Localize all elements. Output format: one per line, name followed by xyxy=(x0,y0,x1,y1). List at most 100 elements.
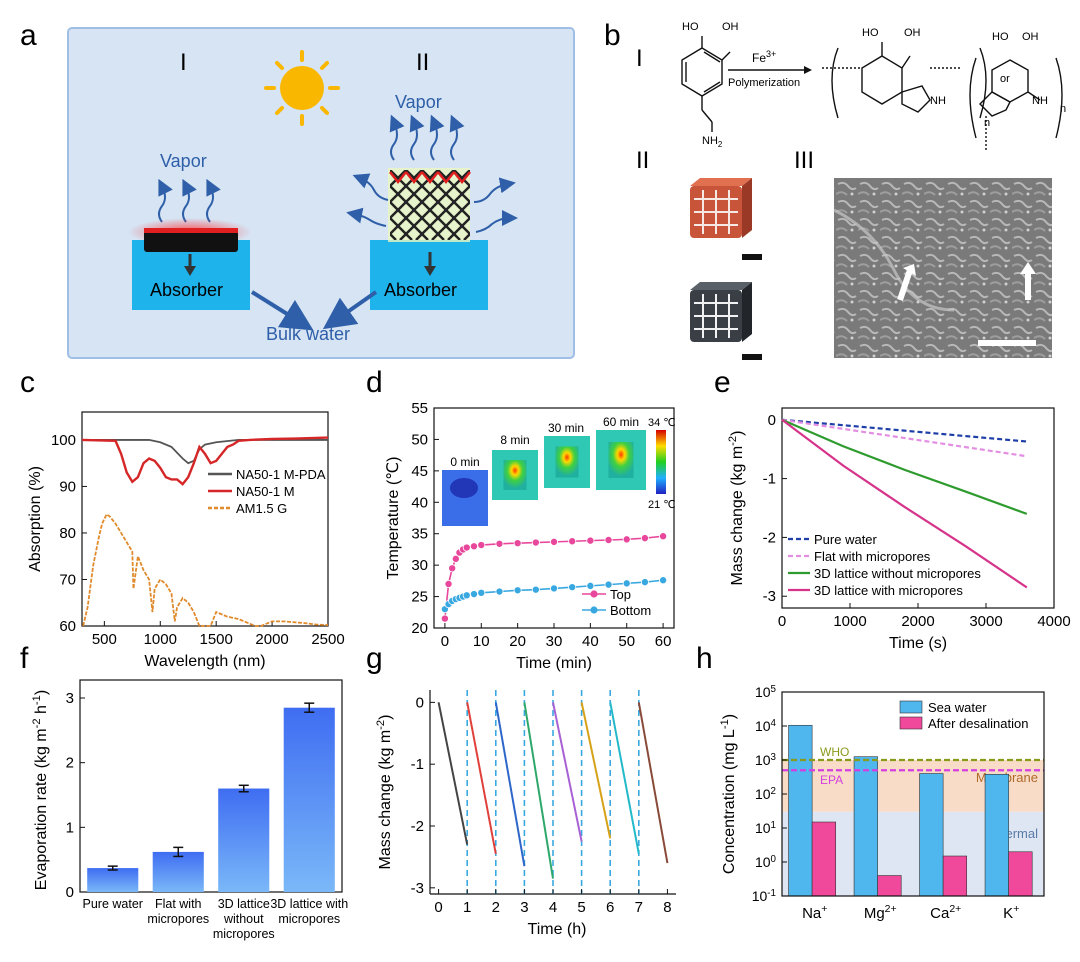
x-tick-label: 8 xyxy=(663,899,671,916)
x-axis-label: Time (h) xyxy=(528,921,587,938)
lattice-photo-red xyxy=(690,178,752,238)
panel-letter-c: c xyxy=(20,366,35,399)
series-line xyxy=(781,418,1028,589)
chart-f: 0 1 2 3 Evaporation rate (kg m-2 h-1) Pure wa… xyxy=(31,679,348,941)
x-tick-label: 1 xyxy=(463,899,471,916)
legend-entry: NA50-1 M-PDA xyxy=(236,467,326,482)
cycle-line xyxy=(466,702,497,855)
roman-label-b2: II xyxy=(636,147,649,174)
repeat-n-1: n xyxy=(984,117,990,129)
chart-d: 0 10 20 30 40 50 60 20 25 30 35 40 45 50 55 Time (min) T… xyxy=(385,400,676,672)
svg-text:HO: HO xyxy=(862,27,879,39)
svg-text:OH: OH xyxy=(904,27,921,39)
reference-label: EPA xyxy=(820,773,843,787)
data-point xyxy=(568,537,577,546)
x-tick-label: 50 xyxy=(618,633,635,650)
y-tick-label: 3 xyxy=(66,690,74,707)
vapor-arrows-left xyxy=(158,178,221,223)
vapor-arrows-right xyxy=(346,114,518,233)
chart-h: MembraneThermalNa+Mg2+Ca2+K+WHOEPA10-110… xyxy=(719,684,1045,922)
data-point xyxy=(513,586,522,595)
data-point xyxy=(495,539,504,548)
y-tick-label: 0 xyxy=(768,412,776,429)
thermal-spot xyxy=(503,460,527,490)
reaction-label: Polymerization xyxy=(728,77,800,89)
y-tick-label: 80 xyxy=(59,525,76,542)
y-tick-label: 60 xyxy=(59,618,76,635)
x-tick-label: 10 xyxy=(473,633,490,650)
cycle-line xyxy=(437,702,469,845)
cycle-line xyxy=(494,702,526,867)
category-label: 3D lattice xyxy=(218,897,270,911)
thermal-spot xyxy=(450,478,478,498)
lattice-strut xyxy=(390,170,455,236)
lattice-structure xyxy=(390,170,470,240)
data-point xyxy=(477,588,486,597)
y-tick-label: 105 xyxy=(755,684,777,701)
x-tick-label: 30 xyxy=(546,633,563,650)
bar xyxy=(87,868,139,892)
data-point xyxy=(586,581,595,590)
category-label: Pure water xyxy=(83,897,143,911)
scale-bar-black xyxy=(742,354,762,360)
plot-frame xyxy=(81,411,329,627)
y-tick-label: 45 xyxy=(411,463,428,480)
flow-arrow-right xyxy=(322,290,378,330)
y-axis-label: Concentration (mg L-1) xyxy=(719,714,738,874)
y-tick-label: 40 xyxy=(411,494,428,511)
colorbar-min-label: 21 ℃ xyxy=(648,499,676,511)
scale-bar-red xyxy=(742,254,762,260)
category-label: Na+ xyxy=(802,903,827,922)
data-point xyxy=(495,587,504,596)
series-line xyxy=(82,513,329,627)
repeat-n-2: n xyxy=(1060,103,1066,115)
lattice-strut xyxy=(405,170,470,236)
lattice-strut xyxy=(390,184,445,240)
x-tick-label: 5 xyxy=(577,899,585,916)
data-point xyxy=(440,614,449,623)
data-point xyxy=(531,538,540,547)
x-tick-label: 40 xyxy=(582,633,599,650)
y-tick-label: 100 xyxy=(51,432,76,449)
data-point xyxy=(586,536,595,545)
category-label: Mg2+ xyxy=(864,903,897,922)
nh-label-1: NH xyxy=(930,95,946,107)
x-tick-label: 2 xyxy=(492,899,500,916)
y-tick-label: -3 xyxy=(763,588,776,605)
or-label: or xyxy=(1000,73,1010,85)
x-tick-label: 1000 xyxy=(833,613,866,630)
vapor-label-right: Vapor xyxy=(395,92,442,112)
lattice-top-strut xyxy=(389,171,407,185)
y-tick-label: 30 xyxy=(411,557,428,574)
bar xyxy=(942,855,968,897)
legend-swatch xyxy=(899,700,923,714)
chart-g: 0 1 2 3 4 5 6 7 8 -3 -2 -1 0 Time (h) Mass change (kg … xyxy=(375,690,676,938)
lattice-strut xyxy=(431,200,470,240)
series-line xyxy=(781,418,1028,515)
bar xyxy=(853,756,878,897)
x-tick-label: 1000 xyxy=(144,631,177,648)
lattice-strut xyxy=(399,170,470,240)
lattice-top-strut xyxy=(453,171,471,185)
absorber-label-left: Absorber xyxy=(150,280,223,300)
vapor-label-left: Vapor xyxy=(160,151,207,171)
y-axis-label: Evaporation rate (kg m-2 h-1) xyxy=(31,690,50,890)
lattice-strut xyxy=(390,200,429,240)
x-tick-label: 60 xyxy=(655,633,672,650)
roman-label-left: I xyxy=(180,49,187,76)
category-label: 3D lattice with xyxy=(270,897,348,911)
lattice-top-layer xyxy=(389,171,471,185)
y-tick-label: 100 xyxy=(755,854,777,871)
legend-marker xyxy=(590,590,598,598)
reference-label: WHO xyxy=(820,745,849,759)
x-tick-label: 2500 xyxy=(311,631,344,648)
category-label: K+ xyxy=(1003,903,1019,922)
legend-entry: AM1.5 G xyxy=(236,501,287,516)
cycle-line xyxy=(523,702,554,879)
panel-letter-a: a xyxy=(20,19,37,52)
panel-letter-e: e xyxy=(714,366,731,399)
x-tick-label: 7 xyxy=(635,899,643,916)
data-point xyxy=(604,536,613,545)
data-point xyxy=(550,537,559,546)
data-point xyxy=(550,584,559,593)
